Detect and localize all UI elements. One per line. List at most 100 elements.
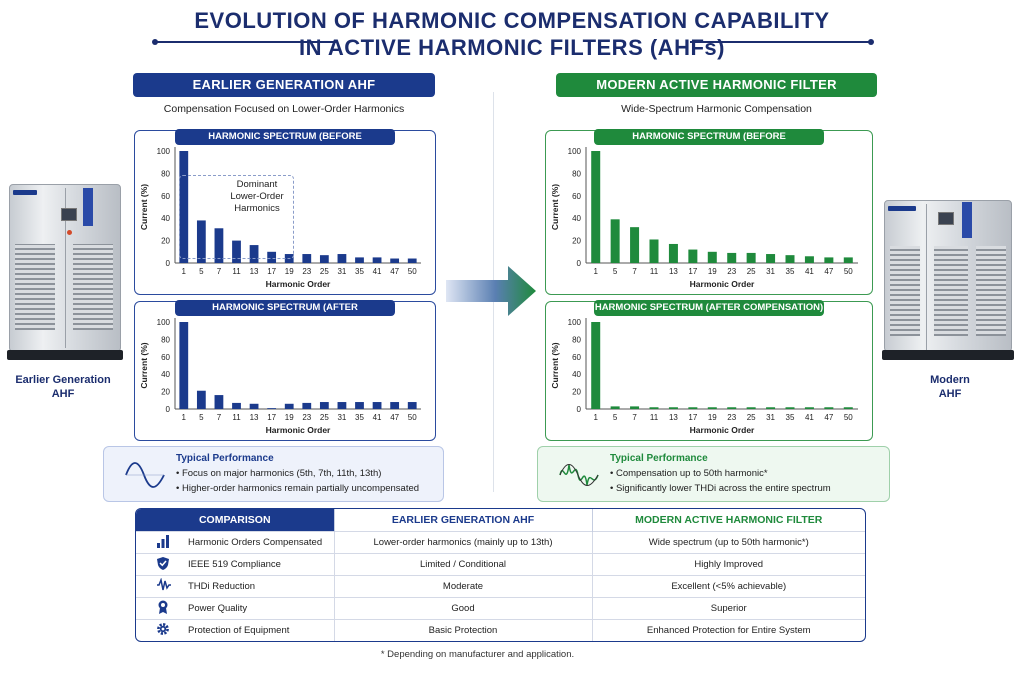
- bar-50: [843, 257, 853, 263]
- y-tick-label: 60: [161, 192, 170, 201]
- x-tick-label: 47: [824, 267, 833, 276]
- sine-wave-icon: [125, 462, 165, 488]
- bar-23: [302, 402, 312, 409]
- right-after-chart: 0 20 40 60 80 100 1 5 7 11 13 17 19 23 25 31 35 41 47 50 Har…: [550, 318, 858, 435]
- title-rule-right: [690, 41, 870, 43]
- x-tick-label: 17: [688, 413, 697, 422]
- y-tick-label: 0: [166, 259, 171, 268]
- bar-13: [249, 403, 259, 409]
- bar-50: [407, 258, 417, 263]
- x-tick-label: 13: [669, 413, 678, 422]
- x-tick-label: 5: [199, 267, 204, 276]
- modern-ahf-cabinet-label: Modern AHF: [905, 373, 995, 401]
- modern-brand-logo-icon: [888, 206, 916, 211]
- distorted-wave-icon: [559, 464, 599, 486]
- table-row: THDi Reduction Moderate Excellent (<5% ach…: [136, 574, 865, 597]
- footnote: * Depending on manufacturer and applicat…: [380, 649, 575, 660]
- left-section-header: EARLIER GENERATION AHF: [133, 73, 435, 97]
- bar-1: [591, 322, 601, 409]
- x-axis-label: Harmonic Order: [690, 425, 755, 435]
- y-tick-label: 0: [577, 259, 582, 268]
- bar-11: [232, 402, 241, 409]
- x-tick-label: 31: [337, 413, 346, 422]
- bar-1: [179, 322, 189, 409]
- bar-17: [267, 251, 277, 263]
- evolution-arrow-icon: [446, 266, 536, 316]
- table-header-modern: MODERN ACTIVE HARMONIC FILTER: [591, 509, 865, 531]
- row-label-cell: Protection of Equipment: [136, 618, 334, 641]
- y-tick-label: 100: [568, 147, 582, 156]
- y-axis-label: Current (%): [550, 342, 560, 388]
- left-after-chart: 0 20 40 60 80 100 1 5 7 11 13 17 19 23 25 31 35 41 47 50 Har…: [139, 318, 421, 435]
- right-after-chart-title: HARMONIC SPECTRUM (AFTER COMPENSATION): [594, 300, 824, 316]
- row-label: Harmonic Orders Compensated: [188, 536, 323, 548]
- modern-mid-vent-grille: [934, 246, 968, 336]
- x-tick-label: 19: [708, 413, 717, 422]
- x-tick-label: 13: [669, 267, 678, 276]
- x-tick-label: 1: [593, 413, 598, 422]
- y-tick-label: 80: [572, 335, 581, 344]
- x-tick-label: 31: [766, 267, 775, 276]
- y-tick-label: 20: [161, 237, 170, 246]
- waveform-icon: [156, 576, 174, 595]
- x-tick-label: 35: [355, 413, 364, 422]
- bar-13: [249, 245, 259, 263]
- y-tick-label: 0: [577, 405, 582, 414]
- bar-7: [630, 406, 640, 409]
- bar-7: [214, 228, 224, 263]
- bar-5: [610, 406, 620, 409]
- right-performance-item-1: • Compensation up to 50th harmonic*: [610, 468, 768, 479]
- x-tick-label: 35: [355, 267, 364, 276]
- page-title-line-2: IN ACTIVE HARMONIC FILTERS (AHFs): [299, 35, 725, 60]
- y-tick-label: 80: [161, 169, 170, 178]
- row-earlier-value: Basic Protection: [333, 618, 592, 641]
- row-label-cell: IEEE 519 Compliance: [136, 552, 334, 575]
- y-tick-label: 40: [572, 214, 581, 223]
- title-rule-dot-right: [868, 39, 874, 45]
- x-axis-label: Harmonic Order: [266, 425, 331, 435]
- x-tick-label: 50: [844, 267, 853, 276]
- row-earlier-value: Good: [333, 596, 592, 619]
- y-tick-label: 100: [157, 147, 171, 156]
- bar-50: [843, 407, 853, 409]
- shield-check-icon: [156, 556, 174, 573]
- modern-cabinet-base: [882, 350, 1014, 360]
- bar-31: [766, 407, 776, 409]
- x-tick-label: 41: [373, 267, 382, 276]
- right-section-subtitle: Wide-Spectrum Harmonic Compensation: [621, 103, 812, 115]
- x-tick-label: 5: [613, 267, 618, 276]
- x-tick-label: 50: [844, 413, 853, 422]
- bar-23: [727, 407, 737, 409]
- right-performance-box: Typical Performance • Compensation up to…: [537, 446, 890, 502]
- y-tick-label: 20: [161, 388, 170, 397]
- bar-7: [214, 395, 224, 409]
- bar-35: [785, 407, 795, 409]
- left-performance-item-2-text: Higher-order harmonics remain partially …: [181, 483, 420, 494]
- modern-right-vent-grille: [976, 246, 1006, 336]
- x-tick-label: 47: [390, 413, 399, 422]
- bar-47: [390, 258, 400, 263]
- x-tick-label: 25: [320, 413, 329, 422]
- bar-19: [284, 403, 294, 409]
- dominant-harmonics-annotation: Dominant Lower-Order Harmonics: [207, 179, 307, 215]
- x-tick-label: 47: [824, 413, 833, 422]
- bar-19: [707, 407, 717, 409]
- earlier-ahf-cabinet-label: Earlier Generation AHF: [8, 373, 118, 401]
- y-tick-label: 20: [572, 237, 581, 246]
- bar-11: [232, 240, 241, 263]
- y-tick-label: 60: [161, 353, 170, 362]
- y-tick-label: 100: [157, 318, 171, 327]
- left-after-chart-title: HARMONIC SPECTRUM (AFTER COMPENSATION): [175, 300, 395, 329]
- bar-31: [337, 254, 347, 263]
- x-tick-label: 7: [632, 413, 637, 422]
- x-tick-label: 23: [302, 413, 311, 422]
- brand-logo-icon: [13, 190, 37, 195]
- row-label: Protection of Equipment: [188, 624, 290, 636]
- row-label: THDi Reduction: [188, 580, 256, 592]
- bar-13: [668, 243, 678, 263]
- indicator-light-icon: [67, 230, 72, 235]
- x-tick-label: 11: [650, 267, 659, 276]
- bar-23: [302, 254, 312, 263]
- bar-23: [727, 252, 737, 263]
- comparison-table: COMPARISON EARLIER GENERATION AHF MODERN…: [135, 508, 866, 642]
